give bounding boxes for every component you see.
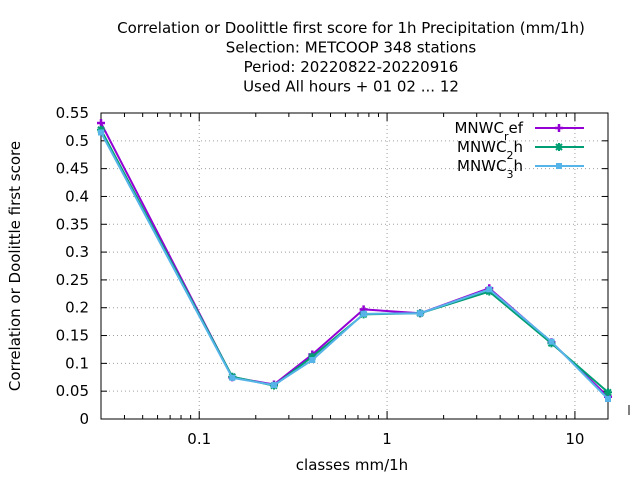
data-point [555, 143, 563, 151]
data-point [417, 310, 424, 317]
series-line [100, 131, 609, 400]
plot-frame [100, 112, 609, 420]
data-point [270, 382, 277, 389]
data-point [548, 338, 555, 345]
series-1 [97, 119, 612, 401]
data-point [229, 374, 236, 381]
legend-entry-2: MNWC2h [457, 138, 584, 162]
x-tick-label: 10 [565, 430, 584, 448]
y-tick-label: 0.1 [65, 354, 89, 372]
y-tick-label: 0.45 [56, 160, 89, 178]
title-line-2: Selection: METCOOP 348 stations [226, 39, 477, 57]
series-2 [97, 125, 612, 397]
grid-lines [101, 113, 608, 419]
data-point [605, 395, 611, 402]
series-3 [98, 129, 611, 402]
title-line-4: Used All hours + 01 02 ... 12 [243, 78, 459, 96]
chart-title: Correlation or Doolittle first score for… [117, 19, 585, 96]
y-tick-label: 0.55 [56, 104, 89, 122]
y-tick-label: 0 [79, 410, 89, 428]
y-tick-label: 0.25 [56, 271, 89, 289]
y-tick-label: 0.05 [56, 382, 89, 400]
data-point [604, 388, 612, 397]
data-series [97, 119, 612, 402]
axis-ticks [100, 112, 630, 420]
legend-entry-1: MNWCref [454, 119, 584, 143]
y-tick-label: 0.3 [65, 243, 89, 261]
legend-entry-3: MNWC3h [457, 157, 584, 181]
legend-label: MNWC2h [457, 138, 523, 162]
y-tick-label: 0.5 [65, 132, 89, 150]
data-point [309, 357, 316, 364]
data-point [98, 129, 104, 136]
y-tick-label: 0.2 [65, 299, 89, 317]
x-tick-label: 1 [382, 430, 392, 448]
title-line-3: Period: 20220822-20220916 [244, 58, 459, 76]
x-tick-label: 0.1 [187, 430, 211, 448]
data-point [486, 286, 493, 293]
y-tick-label: 0.35 [56, 215, 89, 233]
title-line-1: Correlation or Doolittle first score for… [117, 19, 585, 37]
data-point [360, 310, 367, 317]
y-tick-label: 0.15 [56, 327, 89, 345]
y-axis-tick-labels: 0 0.05 0.1 0.15 0.2 0.25 0.3 0.35 0.4 0.45 0.5 0.55 [56, 104, 89, 428]
data-point [97, 119, 105, 128]
data-point [555, 124, 563, 132]
x-axis-label: classes mm/1h [296, 456, 408, 474]
legend-label: MNWCref [454, 119, 523, 143]
legend-label: MNWC3h [457, 157, 523, 181]
y-axis-label: Correlation or Doolittle first score [6, 141, 24, 391]
data-point [556, 163, 562, 169]
y-tick-label: 0.4 [65, 187, 89, 205]
x-axis-tick-labels: 0.1 1 10 [187, 430, 584, 448]
series-line [100, 122, 609, 398]
